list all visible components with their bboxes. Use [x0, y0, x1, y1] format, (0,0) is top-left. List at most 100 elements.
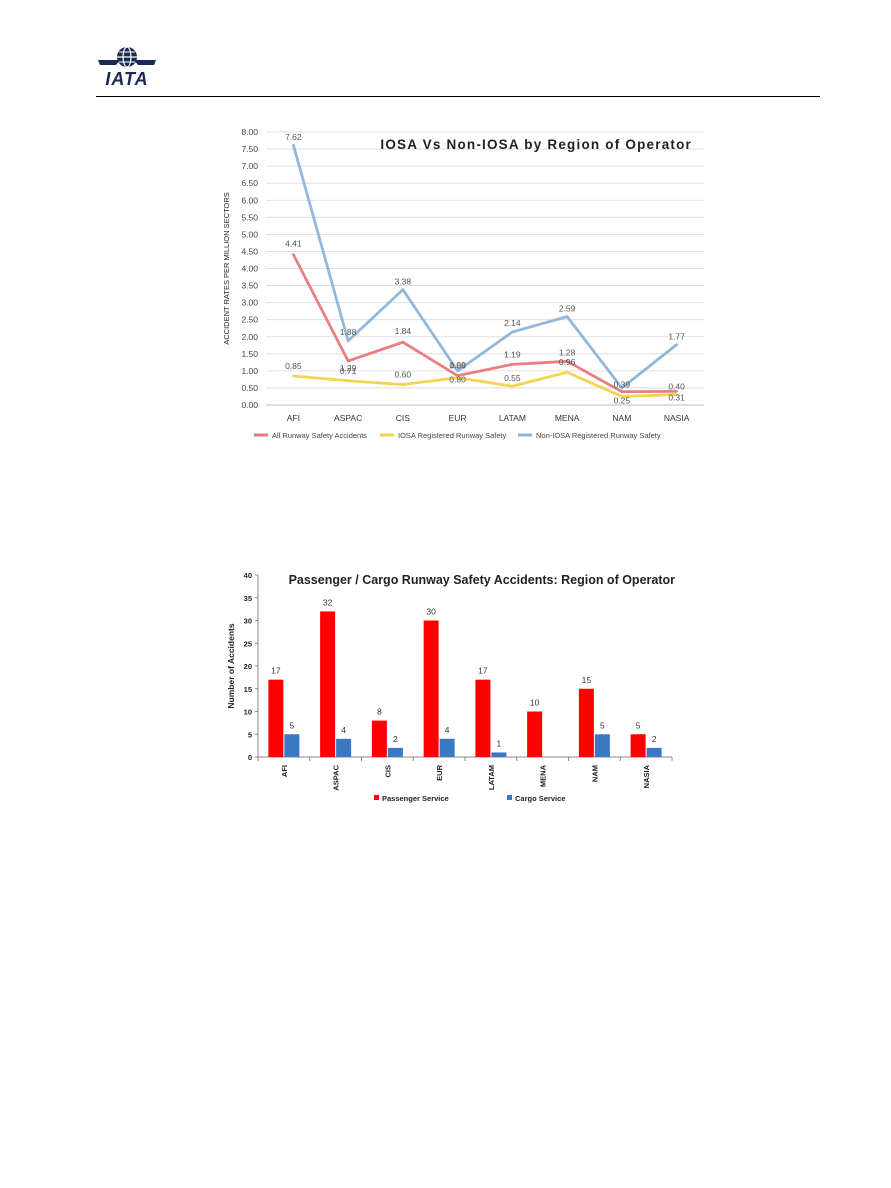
chart-title: IOSA Vs Non-IOSA by Region of Operator [380, 137, 692, 152]
series-point [401, 288, 405, 291]
series-point [675, 393, 678, 396]
y-tick-label: 4.50 [241, 246, 258, 256]
data-label: 0.55 [504, 373, 521, 383]
legend-label: IOSA Registered Runway Safety [398, 431, 507, 440]
bar [594, 734, 610, 757]
y-tick-label: 6.50 [241, 178, 258, 188]
bar-data-label: 5 [636, 720, 641, 730]
data-label: 0.40 [668, 381, 685, 391]
series-point [456, 374, 459, 377]
bar-chart-passenger-cargo: 0510152025303540175AFI324ASPAC82CIS304EU… [226, 571, 676, 803]
y-tick-label: 0 [248, 753, 252, 762]
y-tick-label: 7.50 [241, 144, 258, 154]
x-tick-label: MENA [555, 413, 580, 423]
y-tick-label: 10 [244, 708, 252, 717]
legend-swatch [507, 795, 512, 800]
data-label: 1.00 [449, 360, 466, 370]
series-point [565, 315, 569, 318]
bar-data-label: 30 [426, 607, 436, 617]
y-tick-label: 3.00 [241, 298, 258, 308]
series-point [456, 369, 459, 373]
x-tick-label: NAM [590, 765, 599, 782]
bar [268, 679, 284, 757]
y-tick-label: 0.00 [241, 400, 258, 410]
bar [336, 738, 352, 757]
series-point [346, 379, 350, 382]
data-label: 1.88 [340, 327, 357, 337]
y-tick-label: 30 [244, 617, 252, 626]
data-label: 2.59 [559, 304, 576, 314]
data-label: 3.38 [395, 277, 412, 287]
series-point [401, 383, 405, 386]
data-label: 1.77 [668, 332, 685, 342]
legend-label: Cargo Service [515, 794, 565, 803]
series-point [292, 253, 295, 256]
y-axis-label: ACCIDENT RATES PER MILLION SECTORS [222, 192, 231, 345]
series-point [292, 143, 295, 147]
data-label: 0.80 [449, 375, 466, 385]
x-tick-label: NAM [612, 413, 631, 423]
legend-label: Non-IOSA Registered Runway Safety [536, 431, 661, 440]
x-tick-label: AFI [280, 765, 289, 777]
bar-data-label: 10 [530, 698, 540, 708]
series-point [401, 341, 405, 344]
y-tick-label: 25 [244, 639, 252, 648]
bar [527, 711, 543, 757]
chart-title: Passenger / Cargo Runway Safety Accident… [289, 573, 676, 587]
legend-label: All Runway Safety Accidents [272, 431, 367, 440]
y-tick-label: 5 [248, 730, 252, 739]
x-tick-label: EUR [435, 764, 444, 780]
legend-label: Passenger Service [382, 794, 449, 803]
bar-data-label: 4 [341, 725, 346, 735]
series-point [565, 360, 569, 363]
series-point [511, 363, 514, 366]
bar-data-label: 15 [582, 675, 592, 685]
bar-data-label: 17 [478, 666, 488, 676]
y-tick-label: 35 [244, 594, 252, 603]
line-chart-iosa-by-region: 0.00 0.50 1.00 1.50 2.00 2.50 3.00 3.50 4.00 4.50… [222, 127, 704, 440]
y-tick-label: 4.00 [241, 264, 258, 274]
x-tick-label: CIS [383, 765, 392, 778]
y-tick-label: 8.00 [241, 127, 258, 137]
x-tick-label: EUR [449, 413, 467, 423]
series-point [292, 374, 295, 378]
bar [646, 747, 662, 757]
globe-icon [98, 46, 156, 68]
x-tick-label: LATAM [487, 765, 496, 790]
bar [475, 679, 491, 757]
bar [320, 611, 336, 757]
data-label: 2.14 [504, 318, 521, 328]
legend-swatch [374, 795, 379, 800]
series-point [675, 390, 678, 393]
series-point [511, 385, 514, 388]
data-label: 0.39 [614, 380, 631, 390]
series-point [511, 330, 514, 334]
bar-data-label: 2 [393, 734, 398, 744]
bar-data-label: 17 [271, 666, 281, 676]
logo-text: IATA [105, 69, 149, 89]
data-label: 0.71 [340, 366, 357, 376]
series-point [675, 343, 678, 346]
data-label: 0.96 [559, 357, 576, 367]
y-tick-label: 20 [244, 662, 252, 671]
y-tick-label: 0.50 [241, 383, 258, 393]
bar [491, 752, 507, 757]
x-tick-label: ASPAC [334, 413, 362, 423]
data-label: 1.28 [559, 347, 576, 357]
y-tick-label: 1.50 [241, 349, 258, 359]
y-tick-label: 5.00 [241, 229, 258, 239]
x-tick-label: ASPAC [332, 764, 341, 790]
header-divider [96, 96, 820, 97]
series-line [292, 144, 678, 390]
series-point [620, 386, 624, 390]
series-point [346, 339, 350, 343]
y-tick-label: 7.00 [241, 161, 258, 171]
bar-data-label: 5 [600, 720, 605, 730]
bar [439, 738, 455, 757]
x-tick-label: CIS [396, 413, 411, 423]
bar-data-label: 5 [290, 720, 295, 730]
bar-data-label: 4 [445, 725, 450, 735]
data-label: 1.29 [340, 363, 357, 373]
series-line [293, 370, 677, 398]
bar-data-label: 1 [497, 738, 502, 748]
